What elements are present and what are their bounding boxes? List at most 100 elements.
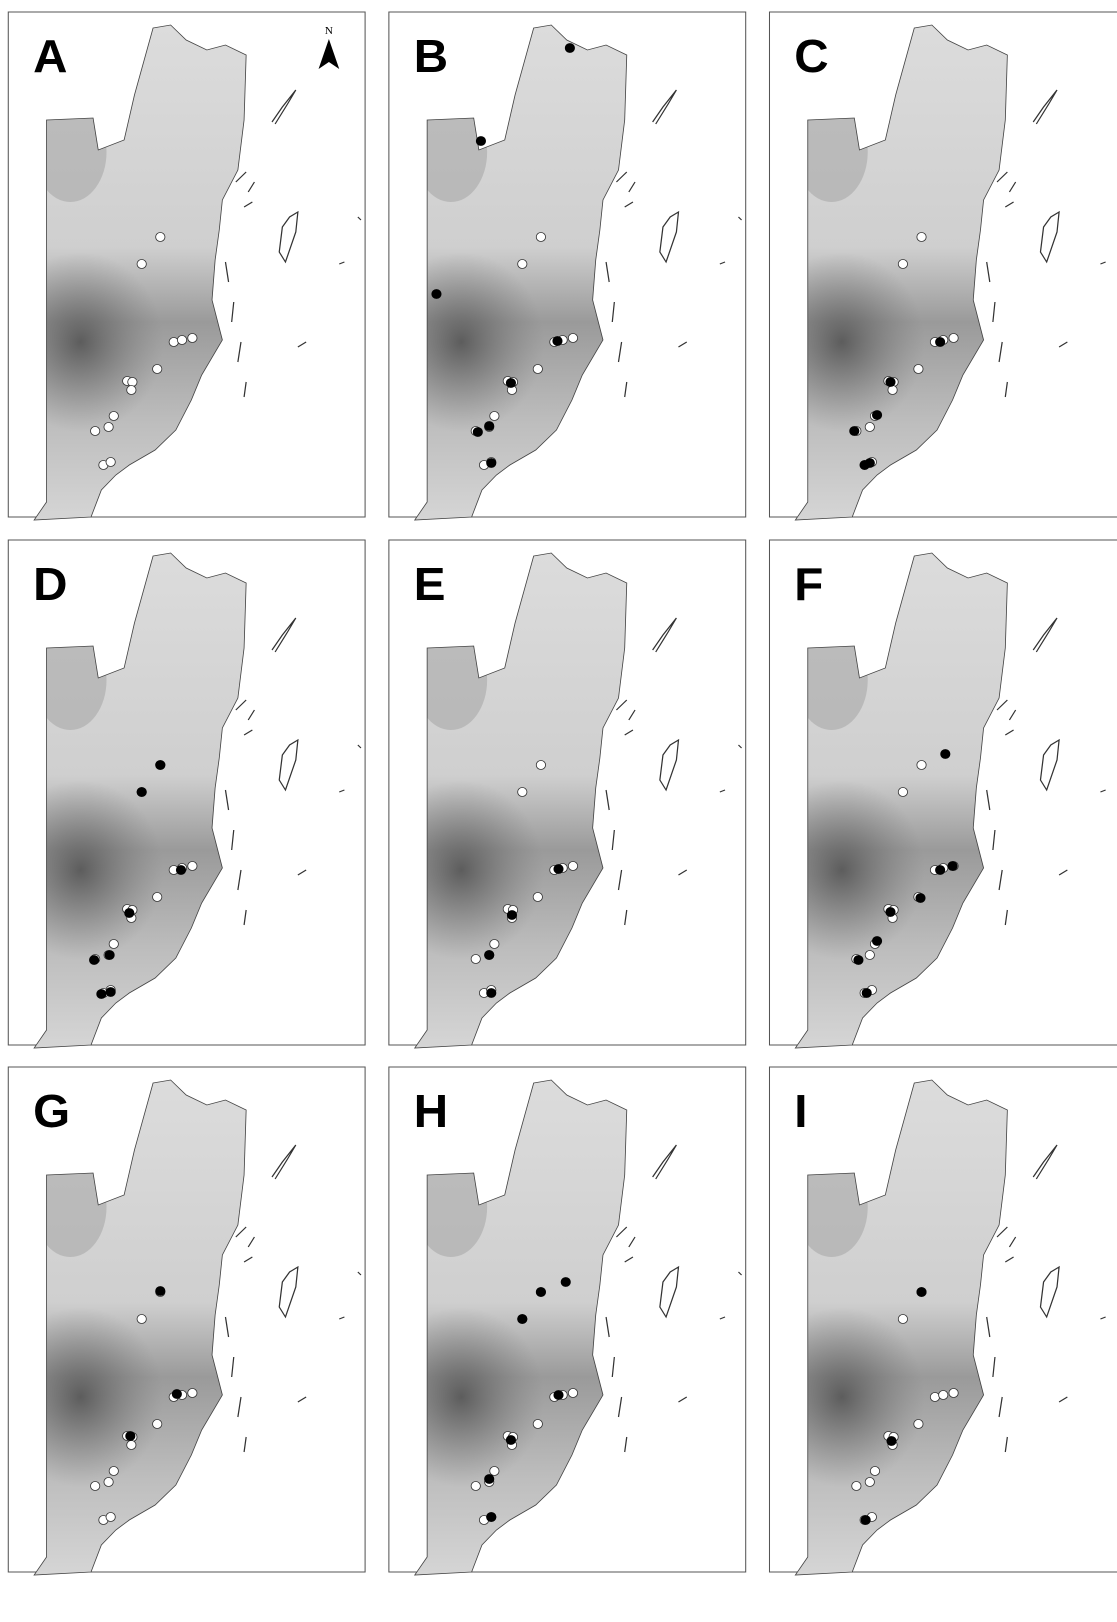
occupied-site (941, 750, 950, 759)
open-site (914, 1420, 923, 1429)
open-site (568, 862, 577, 871)
north-label: N (325, 25, 333, 37)
panel-label: H (414, 1086, 448, 1137)
open-site (536, 233, 545, 242)
occupied-site (506, 1436, 515, 1445)
open-site (898, 788, 907, 797)
occupied-site (948, 862, 957, 871)
occupied-site (518, 1315, 527, 1324)
occupied-site (432, 290, 441, 299)
occupied-site (872, 411, 881, 420)
map-panel: D (0, 540, 365, 1050)
occupied-site (862, 989, 871, 998)
open-site (917, 233, 926, 242)
open-site (533, 365, 542, 374)
open-site (870, 1467, 879, 1476)
open-site (109, 1467, 118, 1476)
occupied-site (886, 908, 895, 917)
open-site (127, 1441, 136, 1450)
occupied-site (156, 1287, 165, 1296)
occupied-site (865, 459, 874, 468)
open-site (568, 1389, 577, 1398)
panel-label: F (794, 559, 823, 610)
occupied-site (487, 1513, 496, 1522)
map-panel: H (379, 1067, 746, 1577)
map-panel: B (379, 12, 746, 522)
occupied-site (105, 951, 114, 960)
open-site (471, 1482, 480, 1491)
occupied-site (106, 988, 115, 997)
map-panel: C (759, 12, 1117, 522)
open-site (90, 427, 99, 436)
occupied-site (561, 1278, 570, 1287)
occupied-site (935, 866, 944, 875)
figure: ANBCDEFGHI (0, 0, 1117, 1622)
occupied-site (485, 1475, 494, 1484)
open-site (109, 412, 118, 421)
occupied-site (156, 761, 165, 770)
open-site (930, 1393, 939, 1402)
occupied-site (850, 427, 859, 436)
open-site (153, 893, 162, 902)
open-site (471, 955, 480, 964)
occupied-site (487, 459, 496, 468)
open-site (490, 940, 499, 949)
open-site (106, 458, 115, 467)
open-site (177, 336, 186, 345)
open-site (949, 1389, 958, 1398)
open-site (518, 260, 527, 269)
open-site (852, 1482, 861, 1491)
occupied-site (886, 378, 895, 387)
occupied-site (872, 937, 881, 946)
open-site (90, 1482, 99, 1491)
occupied-site (553, 337, 562, 346)
occupied-site (507, 911, 516, 920)
map-panel: F (759, 540, 1117, 1050)
occupied-site (554, 1391, 563, 1400)
occupied-site (97, 990, 106, 999)
occupied-site (125, 909, 134, 918)
occupied-site (476, 137, 485, 146)
open-site (188, 862, 197, 871)
open-site (153, 1420, 162, 1429)
open-site (865, 1478, 874, 1487)
occupied-site (485, 422, 494, 431)
open-site (153, 365, 162, 374)
open-site (568, 334, 577, 343)
panel-label: B (414, 31, 448, 82)
panel-label: C (794, 31, 828, 82)
occupied-site (536, 1288, 545, 1297)
open-site (104, 423, 113, 432)
panel-label: D (33, 559, 67, 610)
open-site (533, 1420, 542, 1429)
open-site (939, 1391, 948, 1400)
panel-label: A (33, 31, 67, 82)
open-site (106, 1513, 115, 1522)
open-site (490, 1467, 499, 1476)
map-panel: E (379, 540, 746, 1050)
open-site (128, 378, 137, 387)
panel-label: G (33, 1086, 70, 1137)
occupied-site (506, 379, 515, 388)
map-panel: I (759, 1067, 1117, 1577)
occupied-site (554, 865, 563, 874)
page: ANBCDEFGHI (() => { const data = JSON.pa… (0, 0, 1117, 1622)
map-panel: G (0, 1067, 365, 1577)
open-site (109, 940, 118, 949)
open-site (518, 788, 527, 797)
open-site (536, 761, 545, 770)
occupied-site (917, 1288, 926, 1297)
open-site (104, 1478, 113, 1487)
open-site (137, 260, 146, 269)
occupied-site (854, 956, 863, 965)
occupied-site (176, 866, 185, 875)
open-site (156, 233, 165, 242)
open-site (914, 365, 923, 374)
open-site (865, 951, 874, 960)
panel-label: I (794, 1086, 807, 1137)
occupied-site (473, 428, 482, 437)
occupied-site (935, 338, 944, 347)
occupied-site (172, 1390, 181, 1399)
open-site (533, 893, 542, 902)
